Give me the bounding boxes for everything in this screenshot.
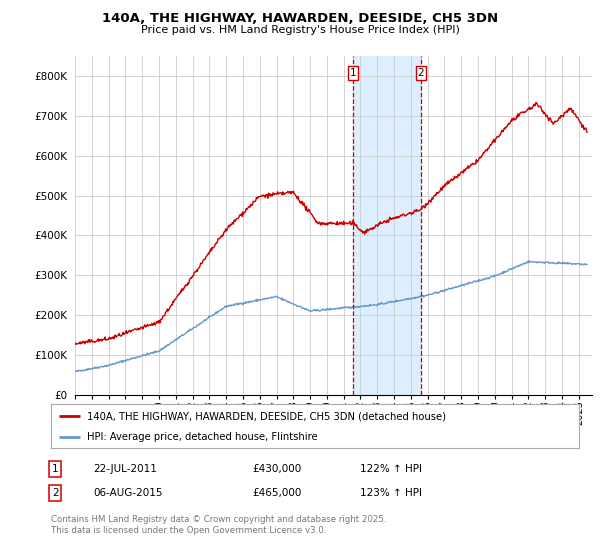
Text: Contains HM Land Registry data © Crown copyright and database right 2025.
This d: Contains HM Land Registry data © Crown c…: [51, 515, 386, 535]
Text: 140A, THE HIGHWAY, HAWARDEN, DEESIDE, CH5 3DN (detached house): 140A, THE HIGHWAY, HAWARDEN, DEESIDE, CH…: [87, 411, 446, 421]
Text: 2: 2: [418, 68, 424, 78]
Text: HPI: Average price, detached house, Flintshire: HPI: Average price, detached house, Flin…: [87, 432, 317, 442]
Text: 140A, THE HIGHWAY, HAWARDEN, DEESIDE, CH5 3DN: 140A, THE HIGHWAY, HAWARDEN, DEESIDE, CH…: [102, 12, 498, 25]
Text: 2: 2: [52, 488, 59, 498]
Text: 06-AUG-2015: 06-AUG-2015: [93, 488, 163, 498]
Text: £465,000: £465,000: [252, 488, 301, 498]
Bar: [353, 56, 421, 395]
Text: Price paid vs. HM Land Registry's House Price Index (HPI): Price paid vs. HM Land Registry's House …: [140, 25, 460, 35]
Text: 1: 1: [350, 68, 356, 78]
Text: 123% ↑ HPI: 123% ↑ HPI: [360, 488, 422, 498]
Text: 1: 1: [52, 464, 59, 474]
Text: 122% ↑ HPI: 122% ↑ HPI: [360, 464, 422, 474]
Text: £430,000: £430,000: [252, 464, 301, 474]
Text: 22-JUL-2011: 22-JUL-2011: [93, 464, 157, 474]
